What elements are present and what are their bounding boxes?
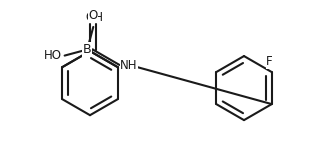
Text: B: B bbox=[83, 43, 92, 56]
Text: HO: HO bbox=[44, 49, 62, 62]
Text: F: F bbox=[266, 55, 273, 68]
Text: OH: OH bbox=[85, 11, 103, 24]
Text: O: O bbox=[88, 9, 98, 22]
Text: NH: NH bbox=[120, 59, 138, 72]
